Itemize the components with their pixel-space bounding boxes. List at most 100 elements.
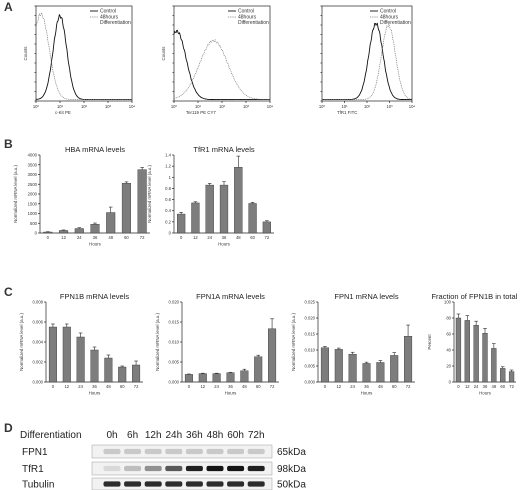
y-tick-label: 80 [446,316,451,321]
y-tick-label: 0.000 [33,380,44,385]
blot-band [206,481,224,487]
y-tick-label: 0.020 [305,316,316,321]
x-tick-label: 12 [336,384,341,389]
x-tick-label: 10⁴ [267,104,274,109]
y-axis-label: Normalized mRNA level (a.u.) [291,313,296,371]
y-tick-label: 0.6 [165,197,171,202]
x-tick-label: 72 [509,384,514,389]
bar [90,349,99,383]
x-tick-label: 24 [214,384,219,389]
x-tick-label: 24 [350,384,355,389]
y-tick-label: 60 [446,332,451,337]
x-tick-label: 24 [207,235,212,240]
legend-label: Control [100,9,116,15]
bar [104,357,113,383]
bar [62,326,71,383]
bar [205,184,214,234]
bar [212,373,221,383]
blot-band [144,481,162,487]
histogram-A3: 10⁰ 10¹ 10² 10³ 10⁴ TfR1 FITC Control48hoursDi… [319,5,415,115]
bar [132,364,141,383]
legend-label: Control [380,9,396,15]
bar [390,355,399,383]
x-tick-label: 60 [124,235,129,240]
bar [240,370,249,383]
x-tick-label: 72 [270,384,275,389]
legend-label-line2: Differentiation [238,20,269,26]
panel-label-c: C [4,285,13,299]
lane-label: 36h [186,430,203,441]
blot-size-label: 65kDa [277,447,306,458]
x-tick-label: 12 [200,384,205,389]
panel-label-d: D [4,421,13,435]
x-tick-label: 10⁰ [171,104,178,109]
bar [59,230,69,234]
y-tick-label: 0.015 [305,332,316,337]
blot-band [144,465,162,472]
y-tick-label: 1.4 [165,153,171,158]
legend-label-line2: Differentiation [380,20,411,26]
x-tick-label: 36 [92,384,97,389]
x-tick-label: 72 [140,235,145,240]
bar [376,362,385,383]
blot-band [185,465,203,472]
x-tick-label: 24 [474,384,479,389]
blot-header: Differentiation [20,430,82,441]
y-tick-label: 0.002 [33,360,44,365]
bar [248,203,257,234]
x-tick-label: 48 [106,384,111,389]
lane-label: 60h [227,430,244,441]
y-tick-label: 1000 [28,211,38,216]
bar [464,320,470,383]
blot-band [206,448,224,455]
y-axis-label: Counts [23,46,28,61]
y-tick-label: 3500 [28,162,38,167]
y-tick-label: 0.008 [33,300,44,305]
x-tick-label: 24 [78,384,83,389]
panel-label-a: A [4,0,13,14]
x-tick-label: 48 [236,235,241,240]
x-tick-label: 0 [180,235,183,240]
x-tick-label: 60 [250,235,255,240]
x-tick-label: 60 [500,384,505,389]
x-tick-label: 48 [108,235,113,240]
y-axis-label: Normalized mRNA level (a.u.) [147,165,152,223]
blot-band [103,481,121,487]
bar [455,317,462,383]
legend-label-line2: Differentiation [100,20,131,26]
y-tick-label: 0.010 [169,340,180,345]
blot-size-label: 50kDa [277,480,306,490]
bar [74,228,84,234]
x-tick-label: 10¹ [341,104,348,109]
chart-title: FPN1 mRNA levels [334,292,398,301]
blot-band [185,448,203,455]
x-tick-label: 0 [52,384,55,389]
bar [226,372,235,383]
y-tick-label: 0.000 [305,380,316,385]
lane-label: 48h [207,430,224,441]
blot-band [247,481,265,487]
x-tick-label: 10³ [105,104,112,109]
bar [482,333,488,383]
y-tick-label: 4000 [28,153,38,158]
blot-band [103,448,121,455]
bar [184,374,193,383]
lane-label: 72h [248,430,265,441]
y-tick-label: 1 [169,175,172,180]
y-tick-label: 0 [35,231,38,236]
x-axis-label: Hours [89,391,102,396]
y-axis-label: Percent [427,334,432,350]
blot-band [227,481,245,487]
blot-band [185,481,203,487]
y-axis-label: Counts [161,46,166,61]
chart-title: HBA mRNA levels [65,145,125,154]
y-tick-label: 3000 [28,172,38,177]
x-tick-label: 36 [93,235,98,240]
bar [254,356,263,383]
bar [508,371,515,383]
bar [219,184,229,234]
x-tick-label: 48 [492,384,497,389]
bar [191,202,200,234]
bar [320,347,329,383]
